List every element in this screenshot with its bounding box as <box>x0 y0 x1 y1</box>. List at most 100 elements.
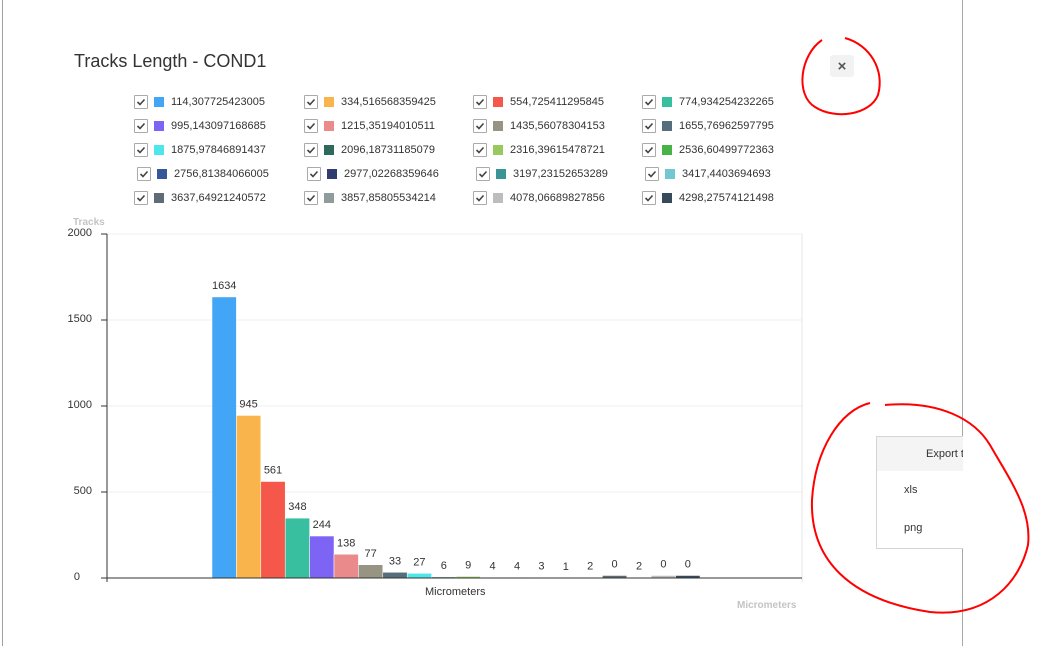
legend-item[interactable]: 1875,97846891437 <box>134 142 266 158</box>
legend-item[interactable]: 2756,81384066005 <box>137 166 269 182</box>
checkbox-icon[interactable] <box>473 95 487 109</box>
legend-item[interactable]: 3417,4403694693 <box>645 166 771 182</box>
bar-value-label: 945 <box>239 398 257 410</box>
bar-value-label: 561 <box>264 465 282 477</box>
bar-value-label: 77 <box>364 548 376 560</box>
legend-item[interactable]: 2536,60499772363 <box>642 142 774 158</box>
bar[interactable] <box>211 296 237 579</box>
checkbox-icon[interactable] <box>473 143 487 157</box>
legend-swatch <box>327 169 337 179</box>
legend-label: 3637,64921240572 <box>171 192 266 204</box>
bar-value-label: 348 <box>288 501 306 513</box>
dialog-title: Tracks Length - COND1 <box>74 51 267 71</box>
legend-swatch <box>496 169 506 179</box>
legend-item[interactable]: 1215,35194010511 <box>304 118 435 134</box>
bar-value-label: 4 <box>514 560 520 572</box>
legend-swatch <box>157 169 167 179</box>
checkbox-icon[interactable] <box>473 191 487 205</box>
bar[interactable] <box>284 517 310 579</box>
checkbox-icon[interactable] <box>134 119 148 133</box>
legend-swatch <box>154 145 164 155</box>
legend-label: 3857,85805534214 <box>341 192 436 204</box>
legend-item[interactable]: 3857,85805534214 <box>304 190 436 206</box>
checkbox-icon[interactable] <box>304 143 318 157</box>
bar-value-label: 33 <box>389 555 401 567</box>
chart-dialog: Tracks Length - COND1 × <box>2 0 923 646</box>
bar[interactable] <box>260 481 286 579</box>
legend-item[interactable]: 995,143097168685 <box>134 118 266 134</box>
legend-swatch <box>493 193 503 203</box>
legend-item[interactable]: 3637,64921240572 <box>134 190 266 206</box>
checkbox-icon[interactable] <box>134 95 148 109</box>
legend-swatch <box>324 97 334 107</box>
legend-label: 2316,39615478721 <box>510 144 605 156</box>
checkbox-icon[interactable] <box>642 143 656 157</box>
checkbox-icon[interactable] <box>642 191 656 205</box>
bar[interactable] <box>358 564 384 579</box>
legend-label: 114,307725423005 <box>171 96 266 108</box>
legend-label: 2536,60499772363 <box>679 144 774 156</box>
checkbox-icon[interactable] <box>642 95 656 109</box>
legend-swatch <box>662 193 672 203</box>
legend-label: 1875,97846891437 <box>171 144 266 156</box>
legend-item[interactable]: 114,307725423005 <box>134 94 265 110</box>
legend-item[interactable]: 1655,76962597795 <box>642 118 774 134</box>
checkbox-icon[interactable] <box>137 167 151 181</box>
y-tick-label: 2000 <box>67 227 92 239</box>
legend-swatch <box>662 145 672 155</box>
legend-label: 1215,35194010511 <box>341 120 436 132</box>
legend-item[interactable]: 334,516568359425 <box>304 94 436 110</box>
export-xls-item[interactable]: xls <box>904 484 918 496</box>
legend-item[interactable]: 2316,39615478721 <box>473 142 605 158</box>
bar[interactable] <box>236 415 262 579</box>
export-png-item[interactable]: png <box>904 522 923 534</box>
legend-item[interactable]: 2096,18731185079 <box>304 142 435 158</box>
y-tick-label: 1000 <box>67 399 92 411</box>
checkbox-icon[interactable] <box>645 167 659 181</box>
legend-item[interactable]: 1435,56078304153 <box>473 118 605 134</box>
checkbox-icon[interactable] <box>307 167 321 181</box>
bar-value-label: 244 <box>313 519 331 531</box>
right-divider-2 <box>962 0 963 646</box>
legend-item[interactable]: 2977,02268359646 <box>307 166 439 182</box>
checkbox-icon[interactable] <box>642 119 656 133</box>
legend-swatch <box>154 97 164 107</box>
legend-label: 2977,02268359646 <box>344 168 439 180</box>
checkbox-icon[interactable] <box>304 119 318 133</box>
bar-value-label: 2 <box>636 561 642 573</box>
bar[interactable] <box>333 554 359 579</box>
legend-label: 4298,27574121498 <box>679 192 774 204</box>
legend-label: 4078,06689827856 <box>510 192 605 204</box>
legend-label: 2756,81384066005 <box>174 168 269 180</box>
bar-value-label: 6 <box>441 560 447 572</box>
legend-item[interactable]: 774,934254232265 <box>642 94 774 110</box>
bar-value-label: 3 <box>538 560 544 572</box>
checkbox-icon[interactable] <box>134 191 148 205</box>
checkbox-icon[interactable] <box>134 143 148 157</box>
bar-value-label: 9 <box>465 559 471 571</box>
bar[interactable] <box>382 572 408 579</box>
legend-swatch <box>493 97 503 107</box>
checkbox-icon[interactable] <box>304 191 318 205</box>
legend-item[interactable]: 3197,23152653289 <box>476 166 608 182</box>
legend-swatch <box>662 121 672 131</box>
x-axis-label: Micrometers <box>737 600 797 611</box>
legend-swatch <box>324 121 334 131</box>
bar[interactable] <box>406 573 432 579</box>
legend-label: 1435,56078304153 <box>510 120 605 132</box>
legend-label: 3197,23152653289 <box>513 168 608 180</box>
y-tick-label: 1500 <box>67 313 92 325</box>
legend-item[interactable]: 4078,06689827856 <box>473 190 605 206</box>
legend-item[interactable]: 554,725411295845 <box>473 94 604 110</box>
legend-swatch <box>154 121 164 131</box>
legend-item[interactable]: 4298,27574121498 <box>642 190 774 206</box>
bar[interactable] <box>309 535 335 579</box>
checkbox-icon[interactable] <box>476 167 490 181</box>
checkbox-icon[interactable] <box>473 119 487 133</box>
checkbox-icon[interactable] <box>304 95 318 109</box>
bar-value-label: 0 <box>612 559 618 571</box>
legend-swatch <box>493 145 503 155</box>
bar-value-label: 4 <box>490 560 496 572</box>
legend-swatch <box>665 169 675 179</box>
legend-swatch <box>154 193 164 203</box>
